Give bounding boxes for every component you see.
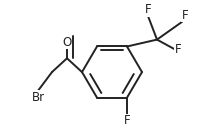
Text: Br: Br xyxy=(32,91,45,104)
Text: O: O xyxy=(62,36,72,49)
Text: F: F xyxy=(124,114,130,127)
Text: F: F xyxy=(145,3,151,16)
Text: F: F xyxy=(182,9,189,22)
Text: F: F xyxy=(175,43,182,56)
